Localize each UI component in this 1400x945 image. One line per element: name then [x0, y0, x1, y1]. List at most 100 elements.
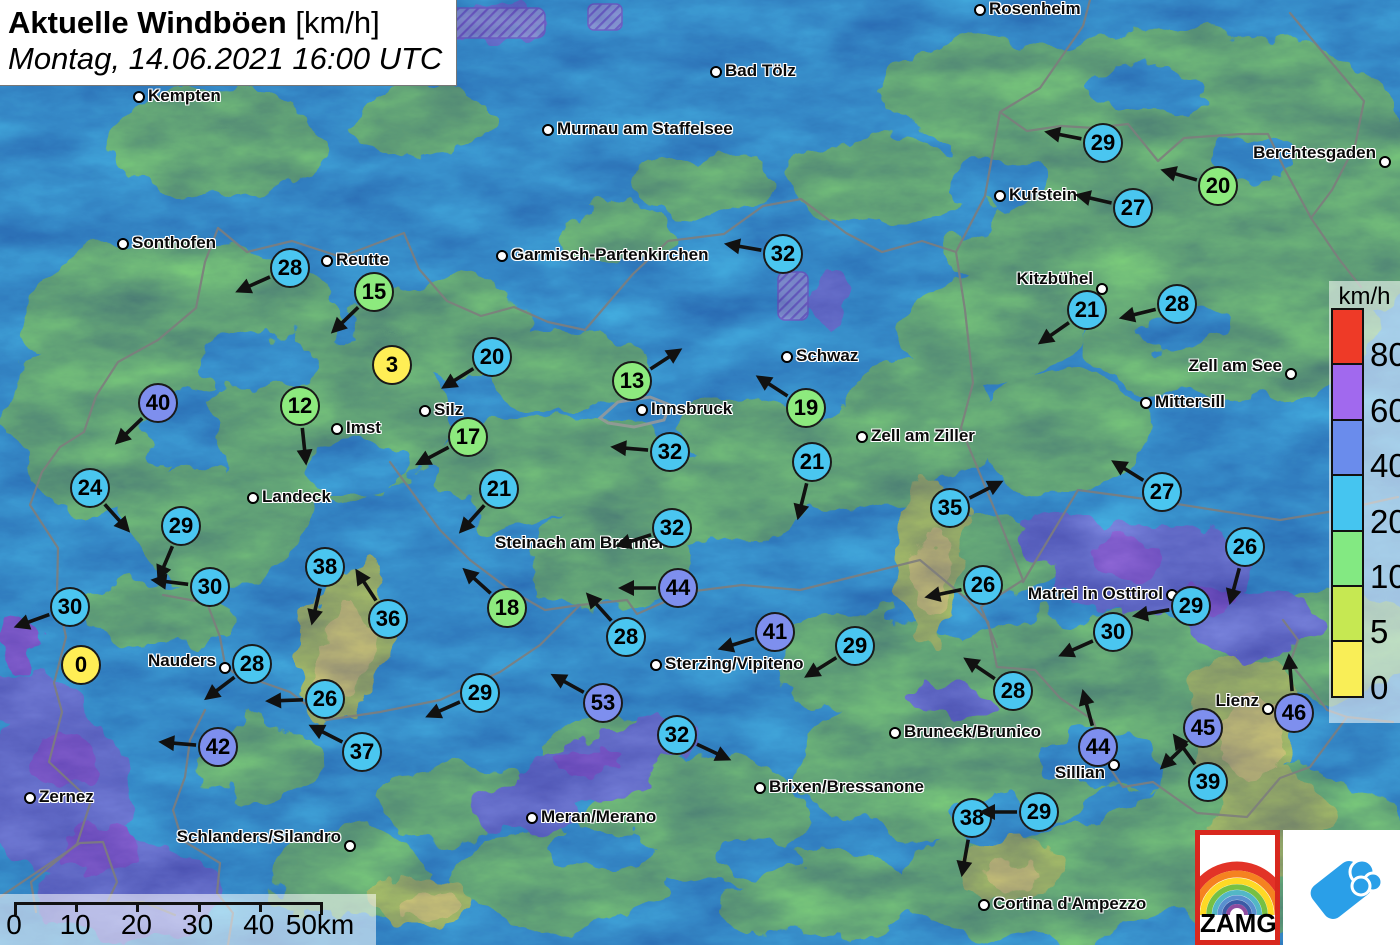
- wind-gust-value: 15: [354, 272, 394, 312]
- city-label: Imst: [346, 418, 381, 437]
- city-label: Landeck: [262, 487, 331, 506]
- wind-gust-value: 29: [1019, 792, 1059, 832]
- city-dot-icon: [344, 840, 356, 852]
- wind-gust-value: 26: [963, 565, 1003, 605]
- scale-tick: [320, 902, 323, 915]
- city-label: Kufstein: [1009, 185, 1077, 204]
- wind-gust-value: 21: [479, 469, 519, 509]
- city-label: Silz: [434, 400, 464, 419]
- city-dot-icon: [754, 782, 766, 794]
- city-dot-icon: [636, 404, 648, 416]
- wind-direction-arrow-icon: [441, 367, 475, 389]
- wind-gust-value: 21: [792, 442, 832, 482]
- legend-bin-label: 10: [1370, 557, 1400, 595]
- wind-direction-arrow-icon: [968, 480, 1004, 500]
- wind-direction-arrow-icon: [150, 573, 189, 590]
- scale-tick: [136, 902, 140, 912]
- map-scale-bar: 0 10 20 30 40 50km: [0, 894, 376, 945]
- wind-gust-value: 30: [190, 567, 230, 607]
- wind-direction-arrow-icon: [1044, 126, 1082, 143]
- wind-direction-arrow-icon: [963, 657, 996, 681]
- wind-gust-value: 28: [993, 671, 1033, 711]
- wind-gust-value: 27: [1142, 472, 1182, 512]
- legend-bin-label: 20: [1370, 502, 1400, 540]
- scale-tick-label: 20: [120, 909, 152, 940]
- scale-bar-line: [14, 902, 320, 905]
- wind-direction-arrow-icon: [956, 839, 973, 878]
- city-dot-icon: [994, 190, 1006, 202]
- scale-tick: [14, 902, 17, 915]
- wind-direction-arrow-icon: [618, 580, 656, 596]
- map-title-unit: [km/h]: [286, 5, 380, 40]
- wind-direction-arrow-icon: [696, 742, 732, 761]
- city-label: Lienz: [1215, 691, 1259, 710]
- wind-direction-arrow-icon: [649, 348, 683, 371]
- city-dot-icon: [978, 899, 990, 911]
- wind-gust-value: 45: [1183, 708, 1223, 748]
- wind-direction-arrow-icon: [415, 445, 450, 466]
- scale-tick-label: 0: [6, 909, 22, 940]
- city-label: Zernez: [39, 787, 94, 806]
- wind-direction-arrow-icon: [804, 656, 838, 678]
- wind-gust-value: 44: [658, 568, 698, 608]
- wind-direction-arrow-icon: [307, 588, 323, 626]
- wind-direction-arrow-icon: [1131, 605, 1170, 622]
- city-dot-icon: [974, 4, 986, 16]
- wind-direction-arrow-icon: [585, 592, 613, 622]
- wind-direction-arrow-icon: [13, 612, 50, 630]
- wind-direction-arrow-icon: [550, 673, 585, 694]
- city-label: Meran/Merano: [541, 807, 657, 826]
- wind-gust-value: 36: [368, 599, 408, 639]
- city-label: Bruneck/Brunico: [904, 722, 1041, 741]
- branding-logos: ZAMG: [1183, 830, 1400, 945]
- scale-tick-label: 50km: [285, 909, 355, 940]
- city-label: Sterzing/Vipiteno: [665, 654, 804, 673]
- city-dot-icon: [247, 492, 259, 504]
- wind-direction-arrow-icon: [265, 692, 304, 709]
- scale-tick-label: 30: [182, 909, 214, 940]
- city-label: Zell am See: [1188, 356, 1282, 375]
- city-dot-icon: [321, 255, 333, 267]
- city-dot-icon: [526, 812, 538, 824]
- legend-bin-label: 80: [1370, 336, 1400, 374]
- city-dot-icon: [219, 662, 231, 674]
- wind-gust-value: 28: [232, 644, 272, 684]
- city-label: Sonthofen: [132, 233, 217, 252]
- map-title: Aktuelle Windböen [km/h]: [8, 5, 380, 40]
- city-dot-icon: [542, 124, 554, 136]
- zamg-rainbow-icon: [1183, 861, 1291, 916]
- city-label: Zell am Ziller: [871, 426, 975, 445]
- legend-color-bins: 80 60 40 20 10 5 0: [1331, 308, 1400, 704]
- city-label: Kempten: [148, 86, 221, 105]
- wind-direction-arrow-icon: [723, 238, 762, 255]
- city-dot-icon: [710, 66, 722, 78]
- legend-bin-label: 40: [1370, 447, 1400, 485]
- legend-title: km/h: [1338, 283, 1391, 310]
- city-label: Sillian: [1054, 763, 1105, 782]
- wind-gust-value: 32: [650, 432, 690, 472]
- city-dot-icon: [496, 250, 508, 262]
- wind-gust-value: 3: [372, 345, 412, 385]
- city-label: Brixen/Bressanone: [769, 777, 924, 796]
- legend-bin-label: 60: [1370, 391, 1400, 429]
- city-label: Murnau am Staffelsee: [557, 119, 733, 138]
- wind-gust-value: 27: [1113, 188, 1153, 228]
- wind-gust-value: 38: [952, 798, 992, 838]
- city-dot-icon: [650, 659, 662, 671]
- wind-gust-value: 20: [1198, 166, 1238, 206]
- wind-direction-arrow-icon: [1282, 653, 1299, 692]
- city-outline-innsbruck: [597, 395, 672, 429]
- wind-direction-arrow-icon: [614, 533, 652, 550]
- city-dot-icon: [24, 792, 36, 804]
- legend-bin: 20: [1331, 474, 1400, 538]
- city-dot-icon: [1379, 156, 1391, 168]
- wind-gust-value: 26: [305, 679, 345, 719]
- wind-direction-arrow-icon: [1078, 689, 1095, 727]
- wind-gust-value: 28: [1157, 284, 1197, 324]
- wind-gust-value: 29: [460, 673, 500, 713]
- wind-gust-value: 29: [161, 506, 201, 546]
- wind-direction-arrow-icon: [1037, 321, 1071, 345]
- weather-app-logo: [1283, 830, 1400, 945]
- wind-direction-arrow-icon: [462, 567, 492, 595]
